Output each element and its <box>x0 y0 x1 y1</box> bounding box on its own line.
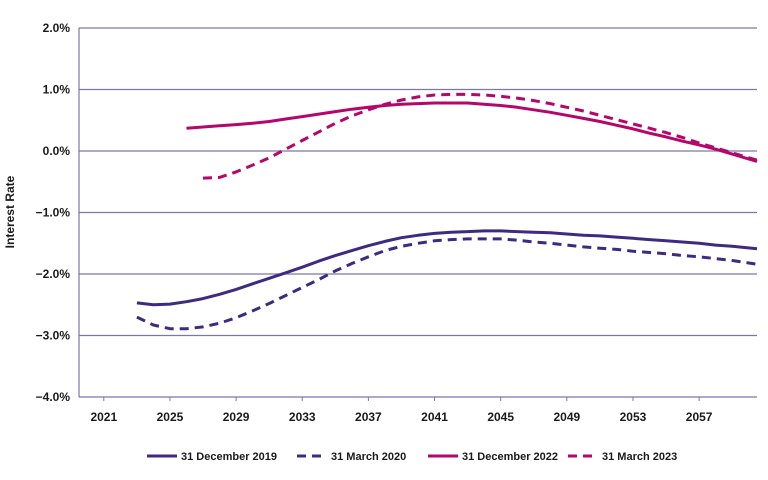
x-tick-label: 2045 <box>487 410 514 424</box>
gridlines <box>79 27 757 398</box>
y-axis-ticks: 2.0% 1.0% 0.0% −1.0% −2.0% −3.0% −4.0% <box>36 21 71 404</box>
series-line-2 <box>136 237 758 331</box>
y-tick-label: 1.0% <box>43 83 71 97</box>
y-tick-label: −4.0% <box>36 390 71 404</box>
y-tick-label: 2.0% <box>43 21 71 35</box>
series-line-3 <box>186 101 758 163</box>
y-tick-label: −1.0% <box>36 206 71 220</box>
y-tick-label: −3.0% <box>36 329 71 343</box>
x-tick-label: 2053 <box>620 410 647 424</box>
x-tick-label: 2041 <box>421 410 448 424</box>
x-tick-label: 2057 <box>686 410 713 424</box>
series-lines <box>136 92 758 331</box>
legend-label-1: 31 December 2019 <box>181 451 277 463</box>
x-tick-label: 2033 <box>289 410 316 424</box>
x-tick-label: 2021 <box>90 410 117 424</box>
x-axis-ticks: 2021 2025 2029 2033 2037 2041 2045 2049 2053 2057 <box>90 410 712 424</box>
axes <box>78 28 700 401</box>
y-axis-label: Interest Rate <box>3 175 17 248</box>
legend-label-2: 31 March 2020 <box>331 451 406 463</box>
legend-label-4: 31 March 2023 <box>602 451 677 463</box>
series-line-4 <box>202 92 758 180</box>
x-tick-label: 2029 <box>223 410 250 424</box>
y-tick-label: 0.0% <box>43 144 71 158</box>
x-tick-label: 2049 <box>553 410 580 424</box>
legend: 31 December 2019 31 March 2020 31 December… <box>147 451 677 463</box>
x-tick-label: 2025 <box>157 410 184 424</box>
legend-label-3: 31 December 2022 <box>462 451 558 463</box>
x-tick-label: 2037 <box>355 410 382 424</box>
y-tick-label: −2.0% <box>36 267 71 281</box>
series-line-1 <box>136 229 758 307</box>
